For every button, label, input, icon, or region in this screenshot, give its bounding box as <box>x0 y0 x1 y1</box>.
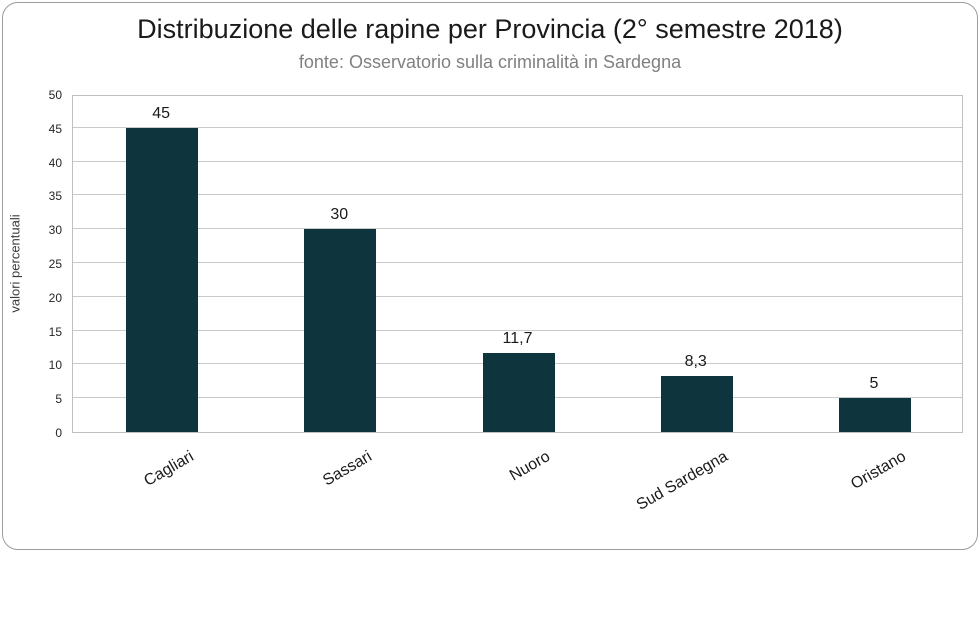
plot-area <box>72 95 963 433</box>
gridline <box>73 262 962 263</box>
y-tick-label: 40 <box>48 155 62 170</box>
gridline <box>73 329 962 331</box>
bar-value-label: 8,3 <box>684 352 707 370</box>
chart-subtitle: fonte: Osservatorio sulla criminalità in… <box>298 52 682 72</box>
gridline <box>73 228 962 230</box>
y-tick-label: 0 <box>55 426 62 440</box>
bar-value-label: 5 <box>869 375 879 393</box>
bar-value-label: 45 <box>152 104 170 122</box>
bar-value-label: 11,7 <box>502 329 533 347</box>
y-tick-label: 15 <box>48 324 62 339</box>
bar-sud-sardegna <box>660 375 733 432</box>
bar-value-label: 30 <box>330 206 349 224</box>
y-tick-label: 30 <box>48 223 62 238</box>
gridline <box>73 126 962 128</box>
bar-oristano <box>838 398 911 432</box>
y-tick-label: 25 <box>48 257 62 271</box>
y-tick-label: 45 <box>48 121 62 136</box>
y-tick-label: 50 <box>48 88 62 102</box>
gridline <box>73 295 962 297</box>
y-tick-label: 5 <box>55 392 62 407</box>
gridline <box>73 160 962 162</box>
y-tick-label: 10 <box>48 358 62 373</box>
y-tick-label: 20 <box>48 290 62 305</box>
chart-title: Distribuzione delle rapine per Provincia… <box>137 14 843 44</box>
bar-cagliari <box>126 127 199 432</box>
y-tick-label: 35 <box>48 189 62 204</box>
bar-sassari <box>304 229 377 432</box>
bar-nuoro <box>482 352 555 432</box>
gridline <box>73 194 962 196</box>
